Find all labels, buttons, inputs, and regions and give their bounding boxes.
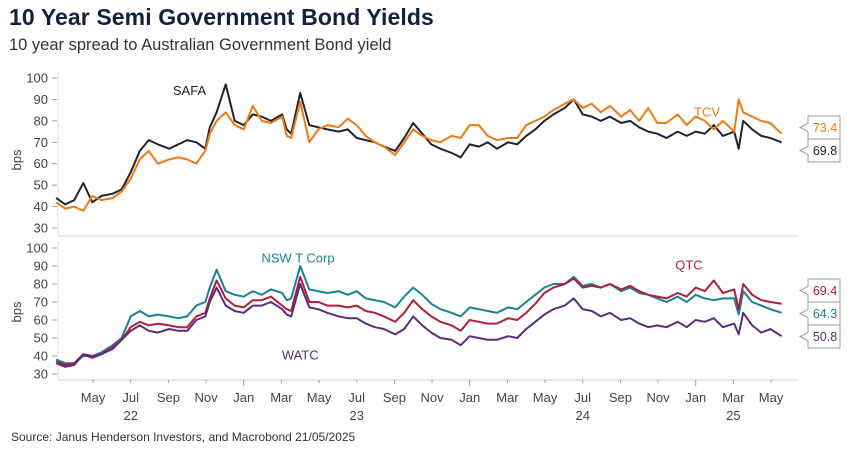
end-value-text: 69.4 [813,284,837,298]
top-panel: bps 30 40 50 60 70 80 90 100 SAFA TCV 73.4 69.8 [9,71,841,237]
chart-subtitle: 10 year spread to Australian Government … [9,36,392,54]
x-tick-label: Mar [722,390,745,405]
series-label-tcv: TCV [694,105,720,120]
series-label-watc: WATC [282,348,319,363]
bottom-y-tick-label: 60 [34,313,48,328]
series-label-safa: SAFA [173,83,207,98]
top-y-tick-label: 60 [34,156,48,171]
bottom-y-tick-label: 50 [34,331,48,346]
end-value-text: 50.8 [813,330,837,344]
top-y-tick-label: 40 [34,199,48,214]
x-tick-label: Jul [122,390,139,405]
top-y-tick-label: 50 [34,178,48,193]
x-tick-label: Nov [195,390,219,405]
end-value-label-safa: 69.8 [798,138,841,163]
x-year-label: 25 [726,408,740,423]
x-tick-label: Sep [609,390,632,405]
bottom-y-tick-label: 80 [34,277,48,292]
end-value-text: 64.3 [813,307,837,321]
top-y-tick-label: 90 [34,92,48,107]
series-label-qtc: QTC [675,258,702,273]
series-line-qtc [55,275,782,366]
x-tick-label: Sep [383,390,406,405]
series-line-watc [55,283,783,368]
x-tick-label: Nov [421,390,445,405]
series-line-safa [55,83,782,206]
source-note: Source: Janus Henderson Investors, and M… [11,430,356,444]
x-tick-label: Mar [496,390,519,405]
x-year-label: 24 [576,408,590,423]
end-value-label-watc: 50.8 [798,324,841,349]
bottom-y-tick-label: 30 [34,367,48,382]
x-tick-label: Jul [574,390,591,405]
x-tick-label: Nov [647,390,671,405]
top-y-tick-label: 70 [34,135,48,150]
x-tick-label: May [81,390,106,405]
top-y-tick-label: 80 [34,113,48,128]
bottom-y-tick-label: 40 [34,349,48,364]
x-tick-label: Jan [233,390,254,405]
bottom-y-axis-label: bps [9,301,24,322]
end-value-text: 69.8 [813,144,837,158]
end-value-label-tcv: 73.4 [798,115,841,140]
end-value-label-qtc: 69.4 [798,278,841,303]
chart-title: 10 Year Semi Government Bond Yields [9,4,434,30]
bottom-y-tick-label: 90 [34,259,48,274]
x-tick-label: May [533,390,558,405]
x-tick-label: May [759,390,784,405]
top-y-axis-label: bps [9,149,24,170]
bottom-y-tick-label: 100 [26,241,48,256]
x-year-label: 22 [124,408,138,423]
x-year-label: 23 [350,408,364,423]
x-axis-ticks: May Jul Sep Nov Jan Mar May Jul Sep Nov Jan Mar May J… [81,380,784,423]
end-value-label-nsw-t-corp: 64.3 [798,301,841,326]
x-tick-label: Jul [348,390,365,405]
top-y-tick-label: 100 [26,71,48,86]
x-tick-label: May [307,390,332,405]
series-line-tcv [55,98,783,212]
x-tick-label: Jan [459,390,480,405]
bottom-panel: bps 30 40 50 60 70 80 90 100 NSW T Corp QTC WATC 6… [9,241,841,382]
x-tick-label: Mar [270,390,293,405]
x-tick-label: Sep [157,390,180,405]
series-label-nsw-t-corp: NSW T Corp [261,250,334,265]
top-y-tick-label: 30 [34,221,48,236]
x-tick-label: Jan [685,390,706,405]
end-value-text: 73.4 [813,121,837,135]
bottom-y-tick-label: 70 [34,295,48,310]
series-line-nsw-t-corp [55,265,782,365]
